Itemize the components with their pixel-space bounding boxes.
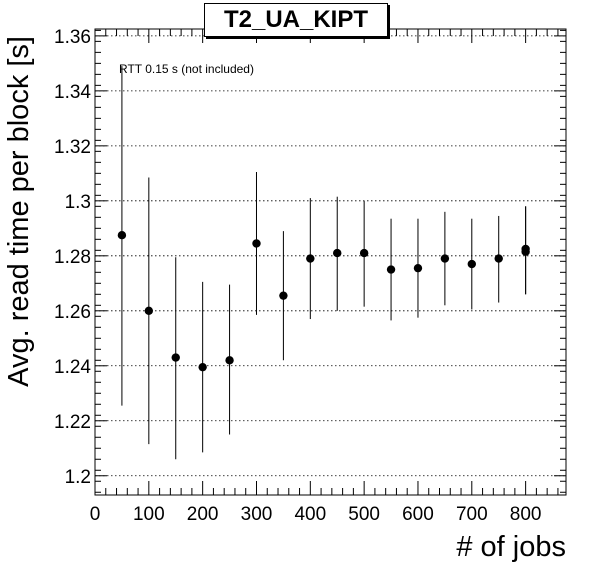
data-point (413, 263, 423, 273)
y-tick-label: 1.36 (54, 27, 91, 48)
y-gridlines (95, 35, 566, 477)
data-point (144, 306, 154, 315)
data-point (440, 254, 450, 263)
y-tick-label: 1.32 (54, 137, 91, 158)
x-axis-label: # of jobs (456, 531, 566, 563)
y-axis-ticks: 1.2 1.22 1.24 1.26 1.28 1.3 1.32 1.34 1.36 (54, 27, 566, 493)
plot-frame (94, 28, 567, 496)
data-point (494, 254, 503, 263)
data-point (252, 239, 261, 248)
data-point (386, 265, 396, 274)
data-points (117, 66, 530, 460)
x-tick-label: 200 (187, 504, 219, 525)
y-tick-label: 1.3 (65, 192, 91, 213)
y-tick-label: 1.26 (54, 302, 91, 323)
x-tick-label: 800 (510, 504, 542, 525)
x-axis-ticks: 0 100 200 300 400 500 600 700 800 (90, 29, 559, 525)
y-tick-label: 1.2 (65, 467, 91, 488)
data-point (198, 362, 207, 372)
x-tick-label: 100 (133, 504, 165, 525)
x-tick-label: 500 (348, 504, 380, 525)
data-point (279, 291, 288, 300)
x-tick-label: 400 (294, 504, 326, 525)
y-axis-label: Avg. read time per block [s] (3, 36, 35, 387)
x-tick-label: 600 (402, 504, 434, 525)
data-point (521, 244, 530, 254)
data-point (306, 254, 315, 263)
y-tick-label: 1.24 (54, 357, 91, 378)
x-tick-label: 300 (241, 504, 273, 525)
data-point (225, 356, 234, 365)
data-point (359, 248, 369, 258)
data-point (467, 259, 476, 269)
chart-title: T2_UA_KIPT (204, 3, 388, 37)
x-tick-label: 700 (456, 504, 488, 525)
x-tick-label: 0 (90, 504, 101, 525)
y-tick-label: 1.22 (54, 412, 91, 433)
annotation-text: RTT 0.15 s (not included) (119, 62, 254, 76)
data-point (117, 230, 127, 240)
y-tick-label: 1.34 (54, 82, 91, 103)
y-tick-label: 1.28 (54, 247, 91, 268)
data-point (171, 353, 180, 362)
data-point (333, 248, 342, 258)
